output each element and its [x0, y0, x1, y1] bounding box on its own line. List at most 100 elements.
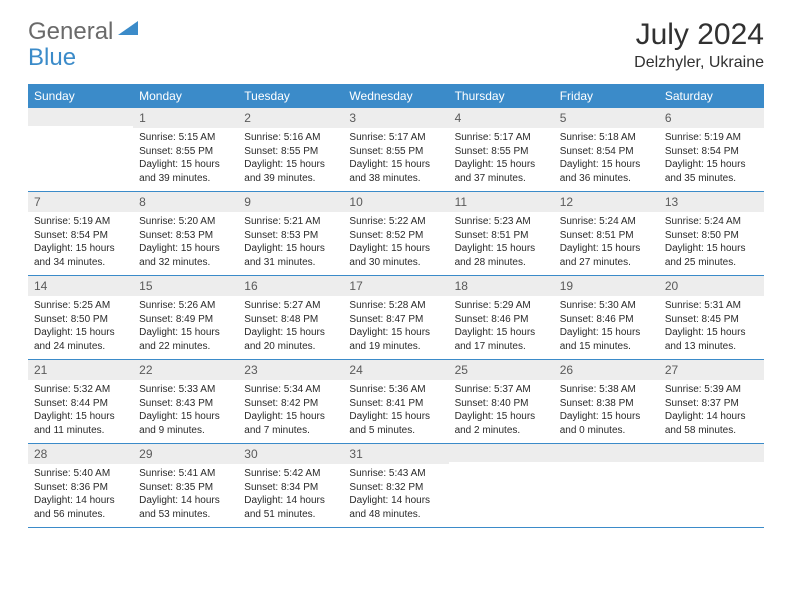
calendar-cell: 17Sunrise: 5:28 AMSunset: 8:47 PMDayligh…: [343, 276, 448, 359]
day-details: Sunrise: 5:32 AMSunset: 8:44 PMDaylight:…: [28, 380, 133, 443]
calendar-cell: 29Sunrise: 5:41 AMSunset: 8:35 PMDayligh…: [133, 444, 238, 527]
day-details: Sunrise: 5:23 AMSunset: 8:51 PMDaylight:…: [449, 212, 554, 275]
day-details: [659, 462, 764, 512]
day-number: 1: [133, 108, 238, 128]
day-details: Sunrise: 5:29 AMSunset: 8:46 PMDaylight:…: [449, 296, 554, 359]
calendar-cell: 16Sunrise: 5:27 AMSunset: 8:48 PMDayligh…: [238, 276, 343, 359]
day-details: [554, 462, 659, 512]
calendar-week-row: 28Sunrise: 5:40 AMSunset: 8:36 PMDayligh…: [28, 444, 764, 528]
weekday-header: Tuesday: [238, 84, 343, 108]
calendar-cell: 6Sunrise: 5:19 AMSunset: 8:54 PMDaylight…: [659, 108, 764, 191]
calendar-cell: 27Sunrise: 5:39 AMSunset: 8:37 PMDayligh…: [659, 360, 764, 443]
day-details: Sunrise: 5:33 AMSunset: 8:43 PMDaylight:…: [133, 380, 238, 443]
calendar-cell: 25Sunrise: 5:37 AMSunset: 8:40 PMDayligh…: [449, 360, 554, 443]
header: General July 2024 Delzhyler, Ukraine: [28, 18, 764, 72]
calendar-cell: 23Sunrise: 5:34 AMSunset: 8:42 PMDayligh…: [238, 360, 343, 443]
day-details: Sunrise: 5:24 AMSunset: 8:51 PMDaylight:…: [554, 212, 659, 275]
logo-triangle-icon: [118, 19, 138, 40]
day-details: Sunrise: 5:25 AMSunset: 8:50 PMDaylight:…: [28, 296, 133, 359]
calendar-cell: 8Sunrise: 5:20 AMSunset: 8:53 PMDaylight…: [133, 192, 238, 275]
day-number: 17: [343, 276, 448, 296]
calendar-cell: 3Sunrise: 5:17 AMSunset: 8:55 PMDaylight…: [343, 108, 448, 191]
day-details: Sunrise: 5:38 AMSunset: 8:38 PMDaylight:…: [554, 380, 659, 443]
weekday-header: Sunday: [28, 84, 133, 108]
day-number: 18: [449, 276, 554, 296]
day-details: Sunrise: 5:36 AMSunset: 8:41 PMDaylight:…: [343, 380, 448, 443]
day-number: 13: [659, 192, 764, 212]
calendar-week-row: 21Sunrise: 5:32 AMSunset: 8:44 PMDayligh…: [28, 360, 764, 444]
day-number: 29: [133, 444, 238, 464]
calendar-cell: 21Sunrise: 5:32 AMSunset: 8:44 PMDayligh…: [28, 360, 133, 443]
day-details: Sunrise: 5:41 AMSunset: 8:35 PMDaylight:…: [133, 464, 238, 527]
calendar-cell: [554, 444, 659, 527]
day-number: 3: [343, 108, 448, 128]
day-details: Sunrise: 5:31 AMSunset: 8:45 PMDaylight:…: [659, 296, 764, 359]
calendar-cell: 24Sunrise: 5:36 AMSunset: 8:41 PMDayligh…: [343, 360, 448, 443]
logo: General: [28, 18, 140, 46]
day-number: 4: [449, 108, 554, 128]
day-details: Sunrise: 5:30 AMSunset: 8:46 PMDaylight:…: [554, 296, 659, 359]
day-number: 10: [343, 192, 448, 212]
day-details: Sunrise: 5:43 AMSunset: 8:32 PMDaylight:…: [343, 464, 448, 527]
day-number: 15: [133, 276, 238, 296]
weekday-header: Saturday: [659, 84, 764, 108]
day-details: Sunrise: 5:42 AMSunset: 8:34 PMDaylight:…: [238, 464, 343, 527]
day-details: Sunrise: 5:24 AMSunset: 8:50 PMDaylight:…: [659, 212, 764, 275]
location-label: Delzhyler, Ukraine: [634, 54, 764, 72]
weekday-header: Thursday: [449, 84, 554, 108]
day-number: 31: [343, 444, 448, 464]
calendar-cell: 26Sunrise: 5:38 AMSunset: 8:38 PMDayligh…: [554, 360, 659, 443]
day-number: 12: [554, 192, 659, 212]
day-details: Sunrise: 5:20 AMSunset: 8:53 PMDaylight:…: [133, 212, 238, 275]
day-number: 24: [343, 360, 448, 380]
day-number: 14: [28, 276, 133, 296]
day-number: [28, 108, 133, 126]
calendar-cell: 11Sunrise: 5:23 AMSunset: 8:51 PMDayligh…: [449, 192, 554, 275]
calendar-week-row: 14Sunrise: 5:25 AMSunset: 8:50 PMDayligh…: [28, 276, 764, 360]
day-details: Sunrise: 5:28 AMSunset: 8:47 PMDaylight:…: [343, 296, 448, 359]
day-details: Sunrise: 5:40 AMSunset: 8:36 PMDaylight:…: [28, 464, 133, 527]
day-details: [449, 462, 554, 512]
day-number: 30: [238, 444, 343, 464]
calendar-cell: 2Sunrise: 5:16 AMSunset: 8:55 PMDaylight…: [238, 108, 343, 191]
calendar-cell: 19Sunrise: 5:30 AMSunset: 8:46 PMDayligh…: [554, 276, 659, 359]
day-number: 21: [28, 360, 133, 380]
calendar-week-row: 1Sunrise: 5:15 AMSunset: 8:55 PMDaylight…: [28, 108, 764, 192]
day-details: Sunrise: 5:17 AMSunset: 8:55 PMDaylight:…: [449, 128, 554, 191]
day-number: 23: [238, 360, 343, 380]
calendar-cell: 14Sunrise: 5:25 AMSunset: 8:50 PMDayligh…: [28, 276, 133, 359]
calendar-cell: 12Sunrise: 5:24 AMSunset: 8:51 PMDayligh…: [554, 192, 659, 275]
calendar-cell: [449, 444, 554, 527]
day-details: Sunrise: 5:19 AMSunset: 8:54 PMDaylight:…: [659, 128, 764, 191]
calendar-cell: 10Sunrise: 5:22 AMSunset: 8:52 PMDayligh…: [343, 192, 448, 275]
day-details: Sunrise: 5:19 AMSunset: 8:54 PMDaylight:…: [28, 212, 133, 275]
day-number: 8: [133, 192, 238, 212]
day-number: 27: [659, 360, 764, 380]
day-details: [28, 126, 133, 176]
day-number: 20: [659, 276, 764, 296]
day-number: 9: [238, 192, 343, 212]
calendar-cell: 22Sunrise: 5:33 AMSunset: 8:43 PMDayligh…: [133, 360, 238, 443]
day-number: 25: [449, 360, 554, 380]
calendar-cell: [28, 108, 133, 191]
calendar-cell: 9Sunrise: 5:21 AMSunset: 8:53 PMDaylight…: [238, 192, 343, 275]
day-number: [449, 444, 554, 462]
weekday-header: Monday: [133, 84, 238, 108]
calendar-cell: 1Sunrise: 5:15 AMSunset: 8:55 PMDaylight…: [133, 108, 238, 191]
day-details: Sunrise: 5:17 AMSunset: 8:55 PMDaylight:…: [343, 128, 448, 191]
calendar-cell: 20Sunrise: 5:31 AMSunset: 8:45 PMDayligh…: [659, 276, 764, 359]
title-block: July 2024 Delzhyler, Ukraine: [634, 18, 764, 72]
calendar: Sunday Monday Tuesday Wednesday Thursday…: [28, 84, 764, 528]
day-details: Sunrise: 5:16 AMSunset: 8:55 PMDaylight:…: [238, 128, 343, 191]
calendar-cell: 5Sunrise: 5:18 AMSunset: 8:54 PMDaylight…: [554, 108, 659, 191]
day-details: Sunrise: 5:37 AMSunset: 8:40 PMDaylight:…: [449, 380, 554, 443]
calendar-cell: 7Sunrise: 5:19 AMSunset: 8:54 PMDaylight…: [28, 192, 133, 275]
day-number: [659, 444, 764, 462]
day-number: [554, 444, 659, 462]
day-number: 2: [238, 108, 343, 128]
day-number: 7: [28, 192, 133, 212]
calendar-cell: 15Sunrise: 5:26 AMSunset: 8:49 PMDayligh…: [133, 276, 238, 359]
calendar-cell: 28Sunrise: 5:40 AMSunset: 8:36 PMDayligh…: [28, 444, 133, 527]
day-number: 19: [554, 276, 659, 296]
day-number: 16: [238, 276, 343, 296]
